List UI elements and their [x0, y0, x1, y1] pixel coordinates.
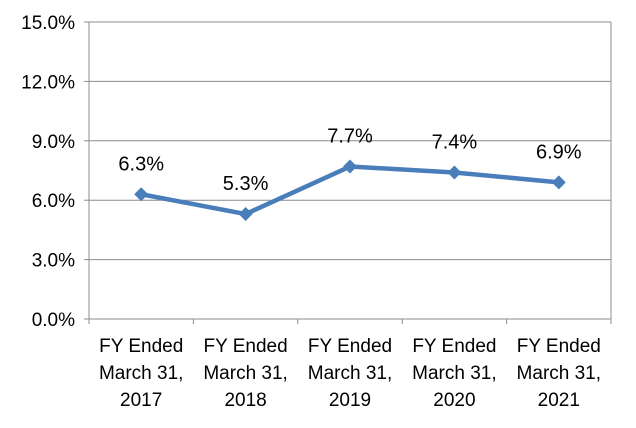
data-label: 6.9%	[536, 141, 582, 163]
y-tick-label: 3.0%	[32, 251, 75, 272]
x-tick-label: FY Ended March 31, 2020	[412, 336, 496, 411]
x-tick-label: FY Ended March 31, 2017	[99, 336, 183, 411]
data-label: 6.3%	[118, 153, 164, 175]
series	[134, 159, 566, 222]
data-label: 5.3%	[223, 173, 269, 195]
data-point-marker	[134, 187, 149, 202]
data-point-marker	[343, 159, 357, 174]
y-axis-tick-labels: 0.0% 3.0% 6.0% 9.0% 12.0% 15.0%	[21, 13, 75, 331]
data-labels: 6.3% 5.3% 7.7% 7.4% 6.9%	[118, 126, 581, 196]
y-tick-label: 0.0%	[32, 310, 75, 331]
data-label: 7.7%	[327, 126, 373, 148]
x-tick-label: FY Ended March 31, 2021	[517, 336, 601, 411]
series-line	[140, 164, 560, 217]
axes	[84, 21, 612, 324]
data-point-marker	[551, 175, 566, 190]
x-tick-label: FY Ended March 31, 2019	[308, 336, 392, 411]
data-point-marker	[447, 165, 462, 180]
y-tick-label: 9.0%	[32, 132, 75, 153]
y-tick-label: 15.0%	[21, 13, 75, 34]
x-axis-tick-labels: FY Ended March 31, 2017 FY Ended March 31, 20…	[99, 336, 601, 411]
data-label: 7.4%	[432, 131, 478, 153]
y-tick-label: 12.0%	[21, 72, 75, 93]
y-tick-label: 6.0%	[32, 191, 75, 212]
x-tick-label: FY Ended March 31, 2018	[203, 336, 287, 411]
data-point-marker	[238, 207, 253, 222]
